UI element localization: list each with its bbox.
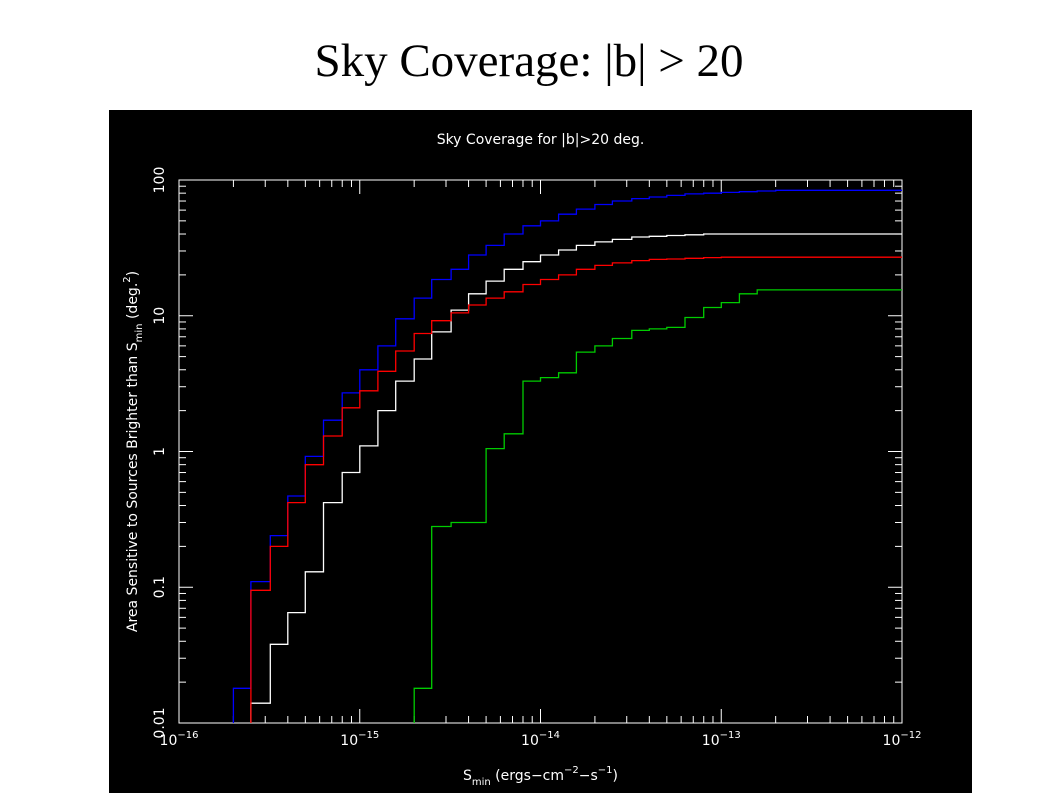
slide-title: Sky Coverage: |b| > 20 — [314, 35, 744, 87]
y-tick-label: 0.01 — [152, 707, 168, 738]
x-axis-label: Smin (ergs−cm−2−s−1) — [463, 765, 618, 788]
y-tick-label: 10 — [152, 307, 168, 325]
series-line-3 — [413, 289, 902, 723]
x-tick-label: 10−14 — [521, 730, 560, 749]
chart-svg: Sky Coverage for |b|>20 deg.10−16 10−15 10… — [122, 132, 922, 788]
x-tick-label: 10−12 — [883, 730, 922, 749]
x-tick-label: 10−15 — [340, 730, 379, 749]
series-line-0 — [232, 189, 902, 723]
x-tick-label: 10−13 — [702, 730, 741, 749]
y-tick-label: 1 — [152, 447, 168, 456]
y-tick-label: 100 — [152, 167, 168, 194]
plot-panel: Sky Coverage for |b|>20 deg. 10−16 10−15 10… — [109, 110, 972, 793]
series-line-2 — [250, 256, 902, 723]
x-tick-label: 10−16 — [160, 730, 199, 749]
y-axis-label: Area Sensitive to Sources Brighter than … — [122, 271, 145, 632]
y-tick-label: 0.1 — [152, 576, 168, 598]
series-line-1 — [250, 233, 902, 723]
chart-title: Sky Coverage for |b|>20 deg. — [437, 132, 645, 148]
